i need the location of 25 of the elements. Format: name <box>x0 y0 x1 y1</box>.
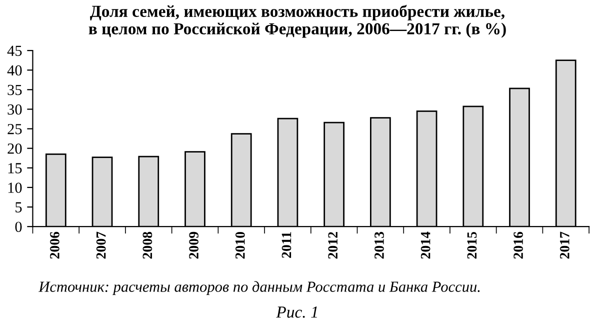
y-tick-label: 45 <box>7 46 22 56</box>
x-tick-label: 2012 <box>328 232 338 259</box>
y-tick-label: 5 <box>16 202 22 212</box>
y-tick-label: 30 <box>8 104 22 115</box>
x-tick-label: 2007 <box>96 232 106 259</box>
x-tick-label: 2016 <box>514 232 523 259</box>
x-tick-label: 2014 <box>420 232 430 259</box>
text: Источник: расчеты авторов по данным Росстата и Банка России. <box>38 281 480 296</box>
y-tick-label: 10 <box>8 182 22 193</box>
y-tick-label: 0 <box>15 222 22 232</box>
y-tick-label: 15 <box>8 163 22 174</box>
x-tick-label: 2011 <box>282 232 292 258</box>
x-tick-label: 2015 <box>467 232 477 259</box>
x-tick-label: 2017 <box>560 232 570 259</box>
y-tick-label: 20 <box>8 143 22 154</box>
x-tick-label: 2006 <box>50 232 60 259</box>
text: Рис. 1 <box>276 306 317 318</box>
y-tick-label: 25 <box>8 124 22 134</box>
x-tick-label: 2013 <box>374 232 384 259</box>
chart-title: Доля семей, имеющих возможность приобрести жилье, в целом по Российской Федерации, 2006—2017 гг. (в %) <box>88 4 506 38</box>
y-tick-label: 40 <box>7 65 22 76</box>
y-tick-label: 35 <box>8 84 22 96</box>
x-tick-label: 2010 <box>235 232 245 259</box>
x-tick-label: 2009 <box>189 232 198 259</box>
x-tick-label: 2008 <box>142 232 152 259</box>
